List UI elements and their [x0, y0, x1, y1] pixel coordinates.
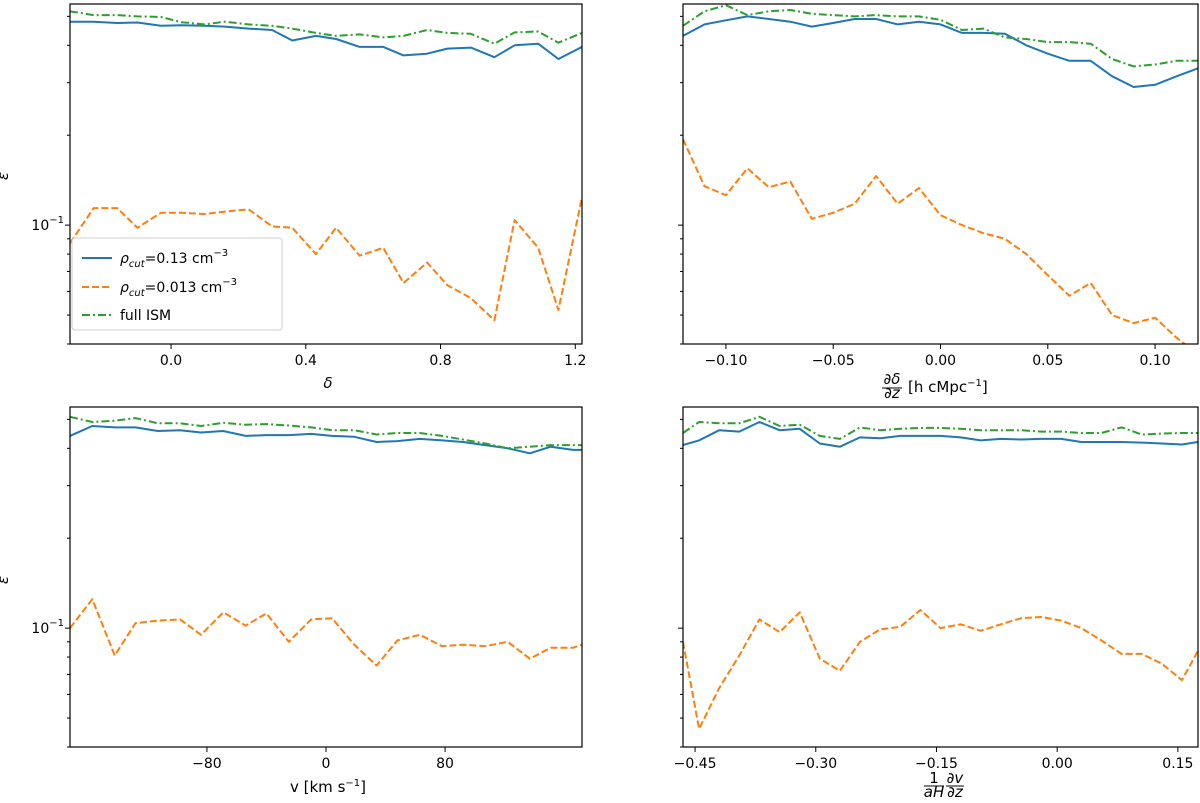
panel-bottom-left-xtick-label: 80: [436, 756, 454, 772]
xlabel-frac2-den: ∂z: [947, 783, 964, 801]
panel-top-left-series-solid: [70, 20, 582, 60]
panel-top-left-series-dashed: [70, 196, 582, 322]
xlabel-frac-num: ∂δ: [884, 370, 901, 388]
panel-bottom-right-frame: [682, 406, 1199, 748]
xlabel-frac1-num: 1: [929, 769, 939, 787]
panel-top-right-xtick-label: 0.05: [1032, 353, 1063, 369]
panel-top-left-xtick-label: 0.4: [295, 353, 317, 369]
panel-top-left-xtick-label: 0.8: [429, 353, 451, 369]
panel-top-right-marks: −0.10 −0.05 0.00 0.05 0.10: [678, 3, 1199, 369]
legend-entry-1: ρcut=0.013 cm−3: [82, 277, 237, 299]
panel-bottom-right-xtick-label: −0.30: [794, 756, 837, 772]
panel-bottom-left-series: [70, 415, 582, 667]
panel-top-left-series-dashdot: [70, 10, 582, 45]
legend-label-2: full ISM: [120, 308, 171, 324]
panel-bottom-right-xlabel: 1 aH ∂v ∂z: [924, 769, 965, 801]
panel-bottom-left-series-solid: [70, 425, 582, 455]
panel-bottom-right-series: [683, 415, 1198, 730]
panel-bottom-left-xtick-label: −80: [192, 756, 222, 772]
panel-top-left: 0.0 0.4 0.8 1.2 10−1 δ ε: [0, 3, 586, 392]
panel-top-left-series: [70, 10, 582, 322]
panel-bottom-left-xtick-label: 0: [322, 756, 331, 772]
panel-top-left-marks: 0.0 0.4 0.8 1.2 10−1: [31, 3, 586, 369]
xlabel-frac1-den: aH: [924, 783, 944, 801]
panel-top-left-ytick-label: 10−1: [31, 215, 64, 234]
xlabel-frac-den: ∂z: [884, 384, 901, 402]
panel-top-right-series: [683, 4, 1198, 344]
panel-bottom-right-series-dashed: [683, 609, 1198, 730]
panel-bottom-left-series-dashed: [70, 598, 582, 667]
legend-box: [71, 237, 283, 331]
legend-entry-0: ρcut=0.13 cm−3: [82, 248, 228, 270]
panel-bottom-right-series-solid: [683, 421, 1198, 448]
panel-bottom-left-ylabel: ε: [0, 576, 12, 584]
panel-bottom-right-xtick-label: −0.15: [915, 756, 958, 772]
legend-entry-2: full ISM: [82, 308, 171, 324]
panel-top-right-xtick-label: 0.10: [1139, 353, 1170, 369]
panel-bottom-right-xtick-label: 0.15: [1162, 756, 1193, 772]
panel-top-left-ylabel: ε: [0, 172, 12, 180]
legend-label-0: ρcut=0.13 cm−3: [120, 248, 228, 270]
xlabel-frac2-num: ∂v: [947, 769, 965, 787]
panel-top-left-xtick-label: 0.0: [160, 353, 182, 369]
panel-bottom-right: −0.45 −0.30 −0.15 0.00 0.15 1 aH ∂v ∂z: [674, 406, 1199, 801]
legend: ρcut=0.13 cm−3 ρcut=0.013 cm−3 full ISM: [71, 237, 283, 331]
panel-bottom-right-xtick-label: 0.00: [1042, 756, 1073, 772]
panel-top-right-series-solid: [683, 15, 1198, 88]
panel-top-left-xtick-label: 1.2: [564, 353, 586, 369]
panel-top-left-xlabel: δ: [323, 374, 332, 392]
panel-bottom-right-xtick-label: −0.45: [674, 756, 717, 772]
panel-bottom-left-ytick-label: 10−1: [31, 618, 64, 637]
panel-top-right-xtick-label: −0.05: [812, 353, 855, 369]
panel-top-right-xtick-label: 0.00: [925, 353, 956, 369]
legend-label-1: ρcut=0.013 cm−3: [120, 277, 237, 299]
panel-top-left-frame: [69, 3, 583, 345]
panel-bottom-right-marks: −0.45 −0.30 −0.15 0.00 0.15: [674, 406, 1199, 772]
panel-top-right-xtick-label: −0.10: [704, 353, 747, 369]
panel-bottom-left-marks: −80 0 80 10−1: [31, 406, 583, 772]
